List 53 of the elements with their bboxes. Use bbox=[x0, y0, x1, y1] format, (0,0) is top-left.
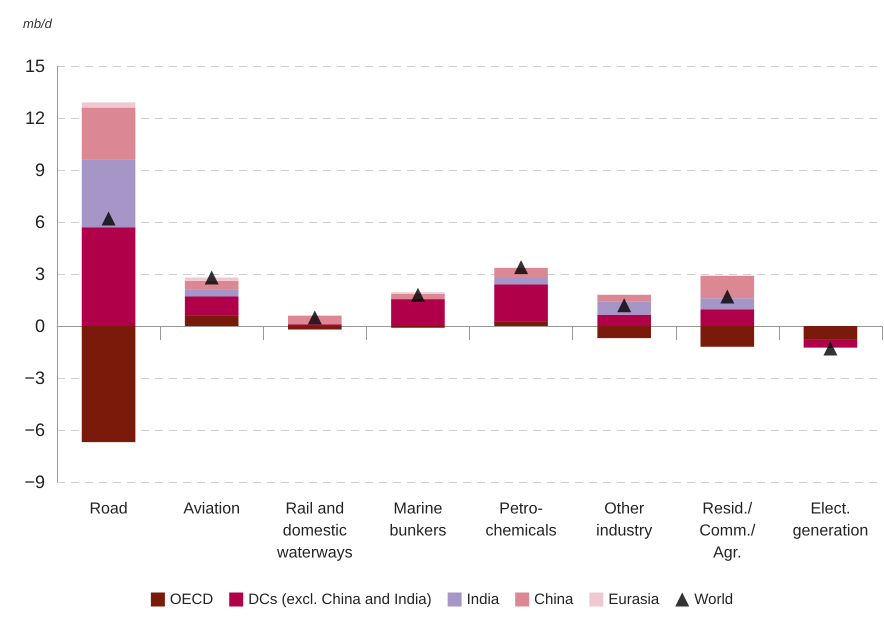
bar bbox=[82, 326, 136, 442]
point bbox=[204, 270, 219, 284]
bar bbox=[494, 322, 548, 326]
bar bbox=[82, 227, 136, 326]
point bbox=[410, 288, 425, 302]
bar bbox=[184, 316, 238, 326]
point bbox=[617, 298, 632, 312]
legend-label: DCs (excl. China and India) bbox=[248, 591, 432, 608]
bar bbox=[804, 326, 858, 340]
x-tick-label: Marine bunkers bbox=[389, 500, 446, 540]
y-tick-label: −6 bbox=[24, 420, 45, 440]
legend-label: World bbox=[694, 591, 734, 608]
y-tick-label: 12 bbox=[24, 108, 45, 128]
point bbox=[308, 310, 322, 324]
bar bbox=[82, 108, 136, 160]
y-axis-title: mb/d bbox=[23, 16, 53, 31]
y-tick-label: 15 bbox=[24, 56, 45, 76]
y-tick-label: 6 bbox=[34, 212, 45, 232]
bar bbox=[597, 314, 651, 326]
legend-label: India bbox=[466, 591, 500, 608]
bar bbox=[700, 326, 754, 347]
bar bbox=[82, 102, 136, 108]
bar bbox=[494, 284, 548, 322]
x-tick-label: Elect. generation bbox=[792, 500, 868, 540]
point bbox=[514, 260, 528, 274]
legend-label: OECD bbox=[170, 591, 214, 608]
bar bbox=[82, 160, 136, 228]
point bbox=[720, 290, 734, 304]
x-tick-label: Road bbox=[89, 500, 128, 518]
x-tick-label: Aviation bbox=[183, 500, 240, 518]
bar bbox=[804, 340, 858, 348]
y-tick-label: 9 bbox=[34, 160, 45, 180]
x-tick-label: Petro- chemicals bbox=[485, 500, 557, 540]
bar bbox=[184, 296, 238, 316]
bar bbox=[700, 310, 754, 326]
y-tick-label: −9 bbox=[24, 472, 45, 492]
x-tick-label: Resid./ Comm./ Agr. bbox=[699, 500, 756, 562]
bar bbox=[700, 276, 754, 298]
bar bbox=[391, 299, 445, 326]
y-tick-label: 0 bbox=[34, 316, 45, 336]
point bbox=[823, 342, 838, 356]
x-tick-label: Other industry bbox=[596, 500, 652, 540]
bar bbox=[494, 277, 548, 284]
bar bbox=[184, 290, 238, 297]
bar bbox=[288, 326, 342, 330]
point bbox=[102, 212, 116, 226]
x-tick-label: Rail and domestic waterways bbox=[276, 500, 353, 562]
bar bbox=[597, 326, 651, 338]
bar bbox=[597, 294, 651, 302]
y-tick-label: −3 bbox=[24, 368, 45, 388]
legend-label: Eurasia bbox=[608, 591, 660, 608]
legend-label: China bbox=[534, 591, 574, 608]
y-tick-label: 3 bbox=[34, 264, 45, 284]
